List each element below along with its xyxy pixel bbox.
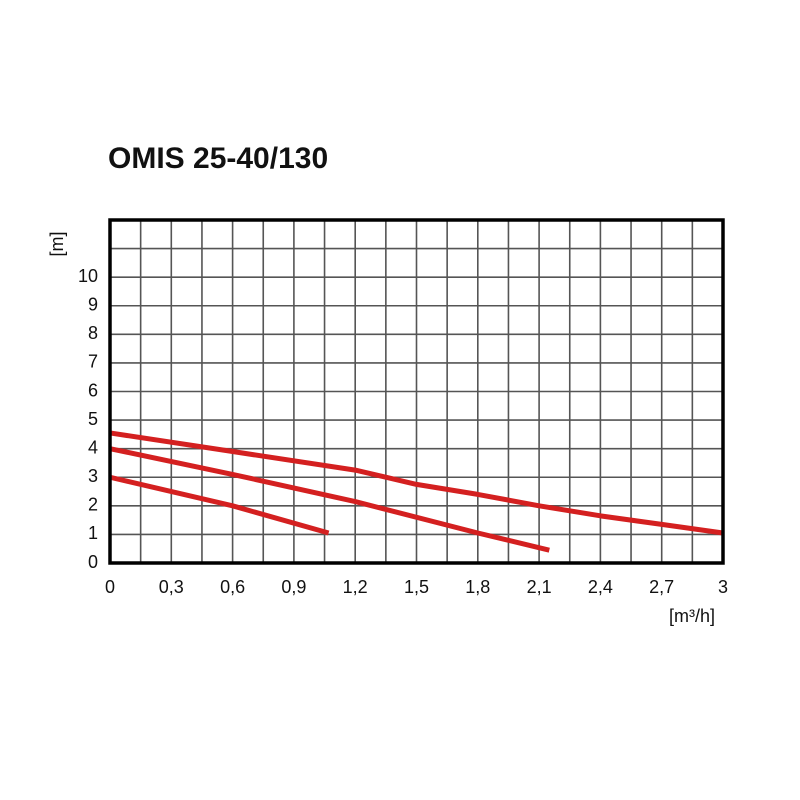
x-tick-label: 1,8: [465, 577, 490, 597]
y-tick-label: 7: [88, 352, 98, 372]
pump-curve: [109, 446, 550, 553]
y-tick-label: 6: [88, 380, 98, 400]
x-axis-label: [m³/h]: [669, 606, 715, 626]
y-tick-label: 8: [88, 323, 98, 343]
y-tick-label: 9: [88, 295, 98, 315]
x-tick-label: 2,1: [527, 577, 552, 597]
x-tick-label: 3: [718, 577, 728, 597]
y-tick-label: 0: [88, 552, 98, 572]
x-tick-label: 0,6: [220, 577, 245, 597]
x-tick-label: 2,7: [649, 577, 674, 597]
x-tick-label: 0,9: [281, 577, 306, 597]
x-tick-label: 1,2: [343, 577, 368, 597]
y-tick-label: 3: [88, 466, 98, 486]
y-axis-label: [m]: [47, 232, 67, 257]
x-tick-label: 0: [105, 577, 115, 597]
pump-curve: [109, 430, 724, 536]
y-tick-label: 4: [88, 437, 98, 457]
y-tick-label: 1: [88, 523, 98, 543]
plot-border: [108, 218, 725, 565]
pump-curve: [109, 474, 330, 536]
y-tick-label: 10: [78, 266, 98, 286]
chart-title: OMIS 25-40/130: [108, 142, 328, 175]
x-tick-label: 2,4: [588, 577, 613, 597]
y-tick-label: 2: [88, 495, 98, 515]
x-tick-label: 0,3: [159, 577, 184, 597]
y-tick-label: 5: [88, 409, 98, 429]
x-tick-label: 1,5: [404, 577, 429, 597]
